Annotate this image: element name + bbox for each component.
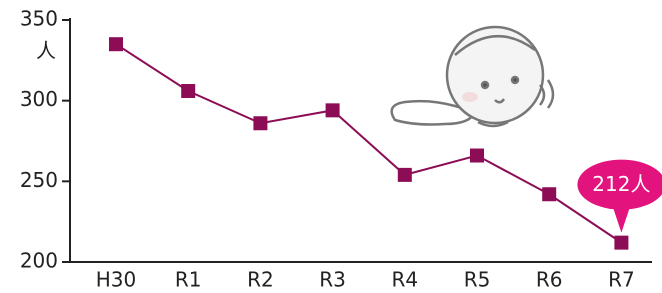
y-tick-label: 350: [20, 7, 58, 31]
x-tick-label: R3: [319, 268, 346, 292]
x-tick-label: R1: [175, 268, 202, 292]
chart: 200 250 300 350 人 H30 R1 R2 R3 R4 R5 R6 R7 212人: [0, 0, 662, 293]
marker: [109, 37, 123, 51]
marker: [470, 149, 484, 163]
x-tick-label: R7: [608, 268, 635, 292]
y-tick-label: 250: [20, 168, 58, 192]
y-unit: 人: [36, 39, 56, 63]
marker: [253, 116, 267, 130]
x-tick-label: R6: [536, 268, 563, 292]
y-tick-label: 200: [20, 249, 58, 273]
baby-illustration: [392, 27, 553, 126]
x-tick-label: R2: [247, 268, 274, 292]
x-tick-label: R5: [464, 268, 491, 292]
marker: [398, 168, 412, 182]
series-line: [116, 44, 621, 242]
y-tick-label: 300: [20, 87, 58, 111]
marker: [181, 84, 195, 98]
data-label: 212人: [592, 172, 650, 196]
marker: [326, 103, 340, 117]
marker: [614, 236, 628, 250]
x-tick-label: R4: [391, 268, 418, 292]
marker: [542, 187, 556, 201]
x-tick-label: H30: [96, 268, 137, 292]
